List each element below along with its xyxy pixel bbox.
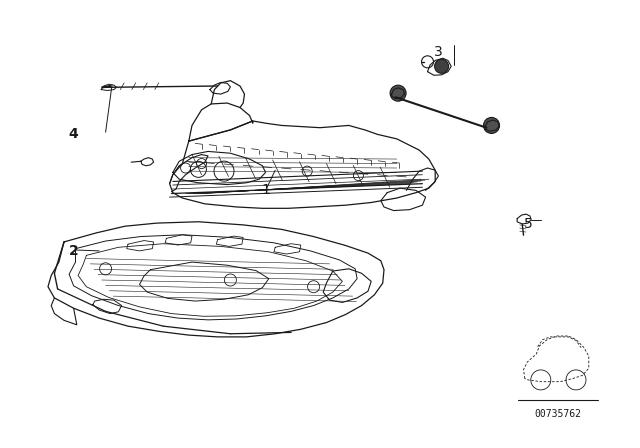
Text: 5: 5 <box>524 217 532 231</box>
Text: 2: 2 <box>68 244 79 258</box>
Text: 3: 3 <box>434 44 443 59</box>
Circle shape <box>484 117 499 134</box>
Text: 00735762: 00735762 <box>534 409 582 419</box>
Circle shape <box>390 85 406 101</box>
Text: 4: 4 <box>68 127 79 142</box>
Text: 1: 1 <box>261 183 270 198</box>
Circle shape <box>435 59 449 73</box>
